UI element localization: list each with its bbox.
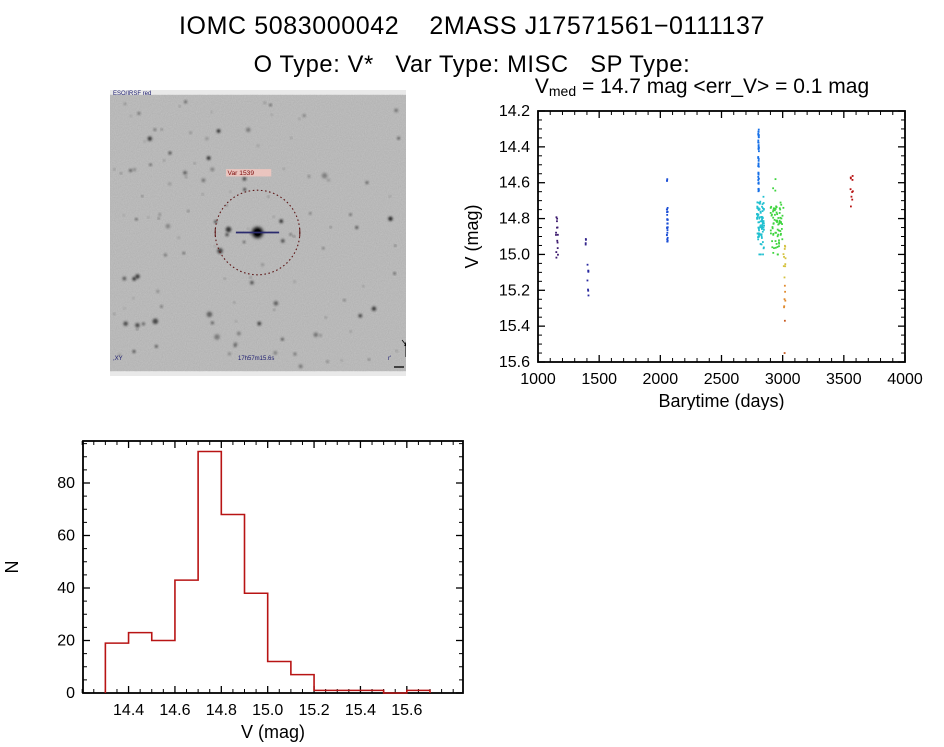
- svg-text:60: 60: [57, 528, 75, 545]
- svg-text:15.2: 15.2: [299, 702, 330, 719]
- svg-text:1000: 1000: [520, 371, 556, 388]
- svg-text:14.2: 14.2: [499, 103, 530, 120]
- svg-text:15.6: 15.6: [391, 702, 422, 719]
- svg-text:15.0: 15.0: [252, 702, 283, 719]
- svg-text:2000: 2000: [643, 371, 679, 388]
- svg-text:14.8: 14.8: [499, 211, 530, 228]
- svg-text:14.4: 14.4: [499, 139, 530, 156]
- svg-text:0: 0: [66, 685, 75, 702]
- svg-text:V (mag): V (mag): [241, 722, 305, 742]
- svg-text:15.0: 15.0: [499, 246, 530, 263]
- svg-text:14.8: 14.8: [206, 702, 237, 719]
- svg-text:14.6: 14.6: [499, 175, 530, 192]
- svg-text:2500: 2500: [704, 371, 740, 388]
- svg-text:15.2: 15.2: [499, 282, 530, 299]
- svg-text:14.4: 14.4: [113, 702, 144, 719]
- svg-text:40: 40: [57, 580, 75, 597]
- svg-text:Var 1539: Var 1539: [228, 170, 255, 177]
- svg-text:N: N: [2, 561, 22, 574]
- svg-text:15.4: 15.4: [499, 318, 530, 335]
- svg-text:3000: 3000: [765, 371, 801, 388]
- svg-text:20: 20: [57, 633, 75, 650]
- svg-text:Barytime (days): Barytime (days): [658, 391, 784, 410]
- svg-text:V (mag): V (mag): [462, 204, 482, 268]
- svg-text:14.6: 14.6: [159, 702, 190, 719]
- svg-text:3500: 3500: [826, 371, 862, 388]
- svg-text:4000: 4000: [887, 371, 923, 388]
- svg-text:15.6: 15.6: [499, 354, 530, 371]
- svg-text:1500: 1500: [581, 371, 617, 388]
- svg-text:Vmed = 14.7 mag <err_V> = 0.1: Vmed = 14.7 mag <err_V> = 0.1 mag: [535, 75, 869, 99]
- svg-text:80: 80: [57, 475, 75, 492]
- svg-text:15.4: 15.4: [345, 702, 376, 719]
